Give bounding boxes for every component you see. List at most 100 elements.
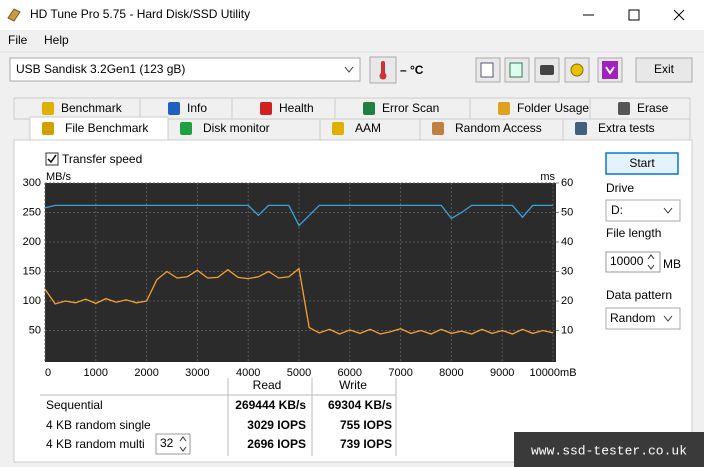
spin-arrows (647, 254, 655, 270)
tab-label: File Benchmark (65, 121, 149, 135)
icon (480, 62, 494, 78)
data-pattern: Random (610, 311, 655, 325)
icon (509, 62, 523, 78)
toolbar-icons (475, 57, 623, 83)
drive-letter-select[interactable] (605, 199, 681, 222)
data-pattern-select[interactable] (605, 307, 681, 330)
x-tick-label: 6000 (338, 367, 362, 379)
tab-icon (498, 102, 510, 115)
file-length-unit: MB (663, 257, 681, 271)
y-tick-label: 250 (23, 206, 41, 218)
series-line (44, 267, 554, 335)
write-value: 739 IOPS (340, 437, 392, 451)
y2-tick-label: 10 (561, 324, 573, 336)
tab-icon (42, 102, 54, 115)
watermark: www.ssd-tester.co.uk (531, 443, 687, 458)
exit-button[interactable] (635, 57, 693, 83)
tab-label: Erase (637, 101, 669, 115)
y2-tick-label: 30 (561, 265, 573, 277)
start-button[interactable] (605, 152, 679, 175)
menu-help[interactable]: Help (44, 33, 69, 47)
tab-label: Disk monitor (203, 121, 270, 135)
drive-select[interactable] (9, 57, 361, 82)
app-icon (7, 8, 21, 22)
write-value: 755 IOPS (340, 418, 392, 432)
close-button[interactable] (673, 9, 685, 21)
transfer-speed-label: Transfer speed (62, 152, 142, 166)
menu-file[interactable]: File (8, 33, 28, 47)
icon (602, 61, 618, 79)
tab-icon (168, 102, 180, 115)
series-line (44, 204, 553, 227)
icon (570, 63, 584, 77)
y2-tick-label: 20 (561, 295, 573, 307)
y-tick-label: 300 (23, 177, 41, 189)
side-panel: Start Drive D: File length 10000 MB Data… (605, 152, 681, 330)
results-table: Read Write Sequential 269444 KB/s 69304 … (40, 378, 397, 456)
tab-icon (260, 102, 272, 115)
tab-icon (180, 122, 192, 135)
y2-tick-label: 40 (561, 236, 573, 248)
x-tick-label: 9000 (490, 367, 514, 379)
y-tick-label: 150 (23, 265, 41, 277)
data-pattern-label: Data pattern (606, 288, 672, 302)
y2-tick-label: 50 (561, 206, 573, 218)
file-length-label: File length (606, 226, 661, 240)
x-tick-label: 3000 (185, 367, 209, 379)
x-tick-label: 2000 (134, 367, 158, 379)
row-label: 4 KB random multi (46, 437, 145, 451)
y2-unit: ms (540, 171, 555, 183)
x-tick-label: 10000mB (529, 367, 576, 379)
header-write: Write (339, 378, 367, 392)
read-value: 3029 IOPS (247, 418, 306, 432)
x-tick-label: 0 (45, 367, 51, 379)
drive-letter: D: (611, 203, 623, 217)
file-length: 10000 (610, 254, 644, 268)
tab-icon (363, 102, 375, 115)
tab-label: Random Access (455, 121, 542, 135)
queue-depth: 32 (160, 436, 174, 450)
check (47, 154, 57, 164)
write-value: 69304 KB/s (328, 398, 392, 412)
dropdown-arrow (663, 315, 673, 322)
tab-label: Extra tests (598, 121, 655, 135)
tab-label: Info (187, 101, 207, 115)
y-tick-label: 200 (23, 236, 41, 248)
maximize-button[interactable] (628, 9, 640, 21)
checkbox[interactable] (45, 152, 59, 166)
spin-arrows (179, 436, 187, 452)
x-tick-label: 1000 (84, 367, 108, 379)
dropdown-arrow (663, 207, 673, 214)
dropdown-arrow (344, 66, 354, 73)
icon (540, 65, 554, 75)
y-unit: MB/s (46, 171, 72, 183)
drive-select-text: USB Sandisk 3.2Gen1 (123 gB) (16, 62, 185, 76)
tab-label: Folder Usage (517, 101, 589, 115)
tab-label: AAM (355, 121, 381, 135)
read-value: 2696 IOPS (247, 437, 306, 451)
row-label: 4 KB random single (46, 418, 151, 432)
plot-bg (45, 183, 556, 362)
tab-icon (618, 102, 630, 115)
tab-icon (575, 122, 587, 135)
tab-icon (432, 122, 444, 135)
header-read: Read (253, 378, 282, 392)
x-tick-label: 4000 (236, 367, 260, 379)
thermometer-bulb (379, 72, 387, 80)
x-tick-label: 5000 (287, 367, 311, 379)
tab-icon (42, 122, 54, 135)
y-tick-label: 50 (29, 324, 41, 336)
tab-icon (332, 122, 344, 135)
tab-label: Error Scan (382, 101, 439, 115)
tabs: Benchmark Info Health Error Scan Folder Usag… (13, 97, 691, 142)
tab-label: Benchmark (61, 101, 123, 115)
row-label: Sequential (46, 398, 103, 412)
file-length-input[interactable] (605, 251, 661, 273)
tab[interactable] (139, 97, 233, 120)
x-tick-label: 7000 (388, 367, 412, 379)
drive-label: Drive (606, 181, 634, 195)
read-value: 269444 KB/s (235, 398, 306, 412)
exit-label: Exit (654, 62, 675, 76)
x-tick-label: 8000 (439, 367, 463, 379)
